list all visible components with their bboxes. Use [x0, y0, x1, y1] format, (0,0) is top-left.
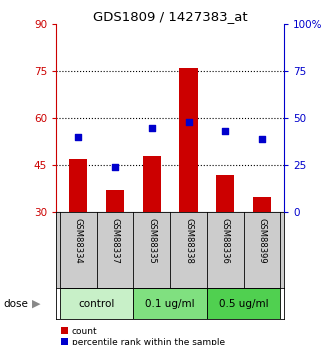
Bar: [216, 175, 234, 212]
Bar: [69, 159, 87, 212]
Text: dose: dose: [3, 299, 28, 308]
Text: GSM88335: GSM88335: [147, 218, 156, 264]
Text: 0.1 ug/ml: 0.1 ug/ml: [145, 299, 195, 308]
Title: GDS1809 / 1427383_at: GDS1809 / 1427383_at: [93, 10, 247, 23]
Bar: [143, 156, 161, 212]
Point: [76, 134, 81, 140]
Bar: [207, 288, 281, 319]
Point: [259, 136, 265, 141]
Text: ▶: ▶: [32, 299, 40, 308]
Bar: [253, 197, 271, 212]
Text: GSM88399: GSM88399: [257, 218, 266, 264]
Point: [223, 129, 228, 134]
Bar: [133, 288, 207, 319]
Bar: [60, 288, 133, 319]
Bar: [106, 190, 124, 212]
Bar: [179, 68, 198, 212]
Point: [186, 119, 191, 125]
Text: GSM88334: GSM88334: [74, 218, 83, 264]
Point: [112, 164, 117, 170]
Text: GSM88338: GSM88338: [184, 218, 193, 264]
Point: [149, 125, 154, 130]
Text: GSM88337: GSM88337: [110, 218, 119, 264]
Text: GSM88336: GSM88336: [221, 218, 230, 264]
Text: control: control: [78, 299, 115, 308]
Legend: count, percentile rank within the sample: count, percentile rank within the sample: [61, 327, 225, 345]
Text: 0.5 ug/ml: 0.5 ug/ml: [219, 299, 268, 308]
